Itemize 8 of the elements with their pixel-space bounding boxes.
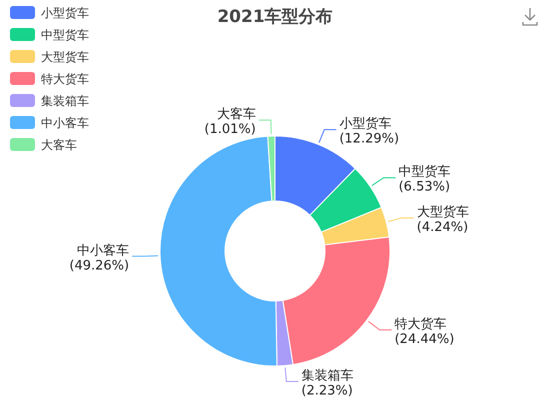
legend-label: 大型货车 bbox=[41, 50, 89, 64]
legend-label: 大客车 bbox=[41, 138, 77, 152]
legend-label: 小型货车 bbox=[41, 6, 89, 20]
legend-label: 特大货车 bbox=[41, 72, 89, 86]
legend-label: 集装箱车 bbox=[41, 94, 89, 108]
legend-label: 中小客车 bbox=[41, 116, 89, 130]
chart-title: 2021车型分布 bbox=[217, 7, 333, 27]
legend-label: 中型货车 bbox=[41, 28, 89, 42]
